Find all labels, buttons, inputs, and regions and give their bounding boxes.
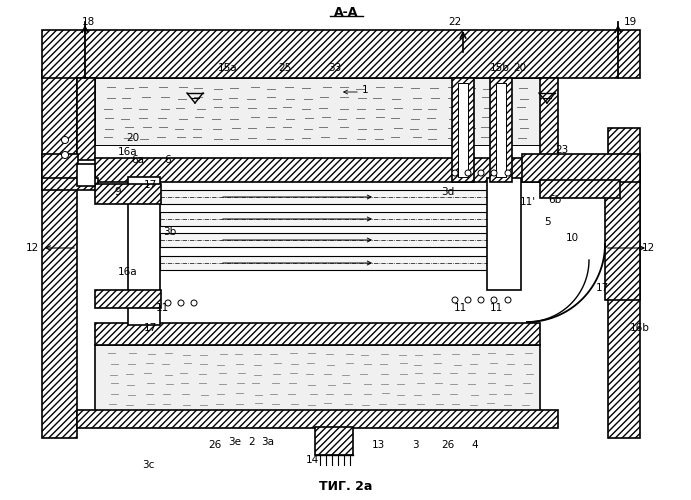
Bar [458, 83, 468, 177]
Text: A-A: A-A [334, 6, 358, 18]
Text: 3c: 3c [142, 460, 154, 470]
Text: 3d: 3d [442, 187, 455, 197]
Circle shape [165, 300, 171, 306]
Bar [160, 212, 487, 226]
Bar [496, 83, 506, 177]
Bar [605, 155, 640, 300]
Text: 3e: 3e [229, 437, 241, 447]
Text: 2: 2 [249, 437, 255, 447]
Text: 15a: 15a [218, 63, 238, 73]
Bar [160, 233, 487, 247]
Circle shape [452, 170, 458, 176]
Bar [95, 323, 540, 345]
Circle shape [505, 170, 511, 176]
Bar [490, 78, 512, 182]
Text: 25: 25 [278, 63, 292, 73]
Bar [95, 345, 540, 412]
Text: 6b: 6b [549, 195, 562, 205]
Circle shape [478, 170, 484, 176]
Bar [315, 427, 353, 455]
Text: 26: 26 [209, 440, 222, 450]
Text: 23: 23 [556, 145, 569, 155]
Bar [95, 184, 161, 204]
Circle shape [505, 297, 511, 303]
Bar [160, 190, 487, 204]
Text: 11: 11 [453, 303, 466, 313]
Circle shape [61, 152, 68, 158]
Text: 12: 12 [26, 243, 39, 253]
Bar [95, 78, 540, 145]
Bar [452, 78, 474, 182]
Bar [42, 70, 77, 438]
Text: 6a: 6a [131, 155, 144, 165]
Circle shape [491, 297, 497, 303]
Bar [42, 178, 98, 190]
Text: 3b: 3b [163, 227, 177, 237]
Bar [540, 180, 620, 198]
Text: 19: 19 [623, 17, 636, 27]
Text: 20: 20 [513, 63, 527, 73]
Circle shape [191, 300, 197, 306]
Bar [77, 410, 558, 428]
Text: 10: 10 [565, 233, 578, 243]
Text: 6: 6 [164, 155, 171, 165]
Bar [487, 178, 521, 290]
Text: 13: 13 [371, 440, 385, 450]
Text: 17: 17 [596, 283, 609, 293]
Text: 17: 17 [143, 323, 157, 333]
Text: 3a: 3a [261, 437, 274, 447]
Circle shape [465, 297, 471, 303]
Bar [128, 177, 160, 325]
Text: ΤИГ. 2a: ΤИГ. 2a [319, 480, 372, 494]
Text: 18: 18 [82, 17, 95, 27]
Circle shape [61, 136, 68, 143]
Bar [77, 78, 95, 160]
Bar [522, 154, 640, 182]
Text: 12: 12 [641, 243, 654, 253]
Text: 22: 22 [448, 17, 462, 27]
Text: 5: 5 [545, 217, 551, 227]
Bar [160, 256, 487, 270]
Text: 16a: 16a [118, 147, 138, 157]
Text: 11': 11' [520, 197, 536, 207]
Circle shape [452, 297, 458, 303]
Bar [77, 164, 95, 186]
Text: 16b: 16b [630, 323, 650, 333]
Text: 14: 14 [305, 455, 319, 465]
Bar [42, 154, 78, 182]
Text: 16a: 16a [118, 267, 138, 277]
Bar [608, 128, 640, 438]
Bar [95, 290, 161, 308]
Text: 33: 33 [328, 63, 341, 73]
Text: 4: 4 [472, 440, 478, 450]
Circle shape [178, 300, 184, 306]
Text: 11: 11 [489, 303, 502, 313]
Text: 26: 26 [442, 440, 455, 450]
Text: 1: 1 [361, 85, 368, 95]
Bar [540, 78, 558, 160]
Text: 20: 20 [126, 133, 140, 143]
Circle shape [478, 297, 484, 303]
Text: 9: 9 [115, 187, 122, 197]
Circle shape [465, 170, 471, 176]
Bar [42, 30, 640, 78]
Bar [95, 158, 540, 182]
Circle shape [491, 170, 497, 176]
Text: 15b: 15b [490, 63, 510, 73]
Text: 3: 3 [412, 440, 418, 450]
Text: 17: 17 [143, 180, 157, 190]
Text: 11: 11 [155, 303, 169, 313]
